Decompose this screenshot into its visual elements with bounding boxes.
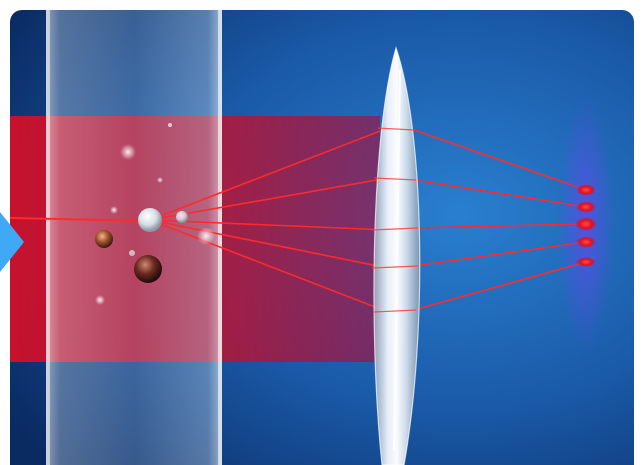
ray-2 xyxy=(149,177,389,221)
ray-f1 xyxy=(413,129,587,191)
incident-ray xyxy=(10,217,151,222)
sample-cell-edge-left xyxy=(46,10,50,465)
focal-spot-2 xyxy=(576,201,596,213)
focused-rays xyxy=(413,129,587,311)
ray-5 xyxy=(149,219,389,313)
lens-caustics xyxy=(371,127,419,313)
focal-spot-4 xyxy=(576,236,596,248)
triangle-arrow-icon xyxy=(0,212,24,272)
diagram-card xyxy=(10,10,634,465)
glow-points xyxy=(95,144,215,305)
focal-spot-1 xyxy=(576,184,596,196)
scattering-diagram xyxy=(10,10,634,465)
particle-small-right xyxy=(176,211,188,223)
particle-tiny-2 xyxy=(168,123,172,127)
particle-copper xyxy=(95,230,113,248)
particle-main xyxy=(138,208,162,232)
ray-f2 xyxy=(413,179,587,208)
ray-f5 xyxy=(413,261,587,311)
particle-tiny-1 xyxy=(129,250,135,256)
focal-spot-5 xyxy=(576,257,596,267)
sample-cell-edge-right xyxy=(218,10,222,465)
focal-spots xyxy=(575,184,597,267)
ray-3 xyxy=(149,219,389,231)
ray-f3 xyxy=(413,223,587,229)
ray-1 xyxy=(149,127,389,221)
sample-cell xyxy=(46,10,222,465)
particles xyxy=(95,123,188,283)
lens-highlight xyxy=(393,69,401,451)
focal-spot-3 xyxy=(575,217,597,231)
ray-f4 xyxy=(413,241,587,267)
ray-4 xyxy=(149,219,389,269)
scattered-rays xyxy=(149,127,389,313)
particle-dark xyxy=(134,255,162,283)
